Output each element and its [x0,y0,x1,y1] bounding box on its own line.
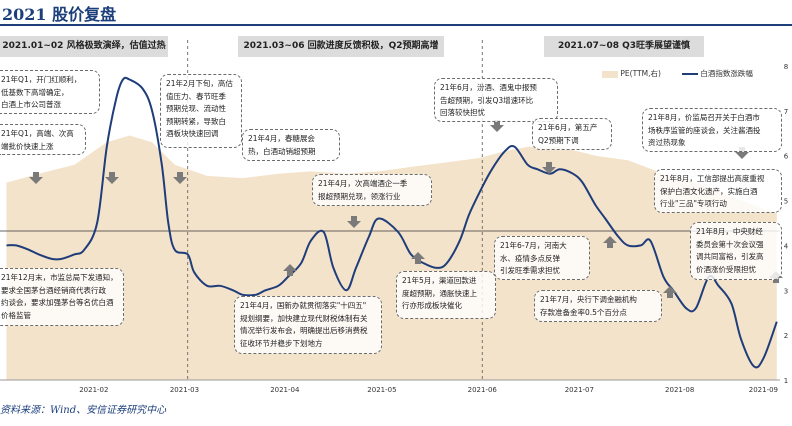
annotation-box: 21年2月下旬，高估 值压力、春节旺季 预期兑现、流动性 预期转紧，导致白 酒板… [160,74,242,148]
y-right-tick-label: 8 [784,63,788,71]
event-arrow-icon [105,172,119,184]
phase-label: 2021.03~06 回款进度反馈积极，Q2预期高增 [238,36,444,57]
event-arrow-icon [542,162,556,174]
phase-label: 2021.01~02 风格极致演绎，估值过热 [0,36,168,57]
annotation-box: 21年4月，春糖展会 热，白酒动销超预期 [242,129,340,161]
x-tick-label: 2021-03 [170,386,199,394]
annotation-box: 21年Q1，开门红顺利， 低基数下高增确定， 白酒上市公司普涨 [0,70,100,114]
annotation-box: 21年8月，工信部提出高度重视 保护白酒文化遗产，实施白酒 行业"三品"专项行动 [654,169,782,213]
y-right-tick-label: 5 [784,198,788,206]
event-arrow-icon [411,252,425,264]
legend-swatch-line [682,73,698,75]
x-tick-label: 2021-09 [749,386,778,394]
annotation-box: 21年8月，中央财经 委员会第十次会议强 调共同富裕，引发高 价酒涨价受限担忧 [690,222,782,280]
index-line-series [6,76,778,369]
event-arrow-icon [663,286,677,298]
title-rule [0,24,792,26]
annotation-box: 21年6月，汾酒、酒鬼中报预 告超预期，引发Q3增速环比 回落较快担忧 [434,78,558,122]
annotation-box: 21年8月，价监局召开关于白酒市 场秩序监管的座谈会，关注酱酒投 资过热现象 [642,108,782,152]
y-right-tick-label: 2 [784,332,788,340]
x-tick-label: 2021-04 [270,386,300,394]
y-right-tick-label: 1 [784,377,788,385]
event-arrow-icon [283,264,297,276]
annotation-box: 21年6月，第五产 Q2预期下调 [532,118,612,150]
annotation-box: 21年4月，国新办就贯彻落实"十四五" 规划纲要，加快建立现代财税体制有关 情况… [234,296,382,354]
y-right-tick-label: 7 [784,108,788,116]
event-arrow-icon [735,147,749,159]
y-right-tick-label: 3 [784,287,788,295]
legend-label: 白酒指数涨跌幅 [700,69,753,78]
event-arrow-icon [347,216,361,228]
event-arrow-icon [29,172,43,184]
annotation-box: 21年7月，央行下调金融机构 存款准备金率0.5个百分点 [534,290,662,322]
legend-swatch-area [602,70,618,78]
annotation-box: 21年12月末，市监总局下发通知， 要求全国茅台酒经销商代表行政 约谈会，要求加… [0,268,124,326]
annotation-box: 21年4月，次高端酒企一季 报超预期兑现，领涨行业 [312,174,432,206]
legend: PE(TTM,右) [602,68,661,79]
event-arrow-icon [603,236,617,248]
y-right-tick-label: 6 [784,153,789,161]
annotation-box: 21年Q1，高端、次高 端批价快速上涨 [0,124,86,155]
legend-label: PE(TTM,右) [620,69,661,78]
x-tick-label: 2021-02 [79,386,108,394]
phase-label: 2021.07~08 Q3旺季展望谨慎 [544,36,704,57]
x-tick-label: 2021-08 [665,386,694,394]
annotation-box: 21年5月，渠道回款进 度超预期，通胀快速上 行亦形成板块催化 [396,271,496,319]
event-arrow-icon [173,172,187,184]
x-tick-label: 2021-07 [565,386,594,394]
chart-title: 2021 股价复盘 [2,5,117,24]
x-tick-label: 2021-05 [367,386,396,394]
y-right-tick-label: 4 [784,242,789,250]
source-note: 资料来源：Wind、安信证券研究中心 [0,405,167,416]
x-tick-label: 2021-06 [468,386,498,394]
event-arrow-icon [490,120,504,132]
legend: 白酒指数涨跌幅 [682,68,753,79]
annotation-box: 21年6-7月，河南大 水、疫情多点反弹 引发旺季需求担忧 [494,236,590,280]
